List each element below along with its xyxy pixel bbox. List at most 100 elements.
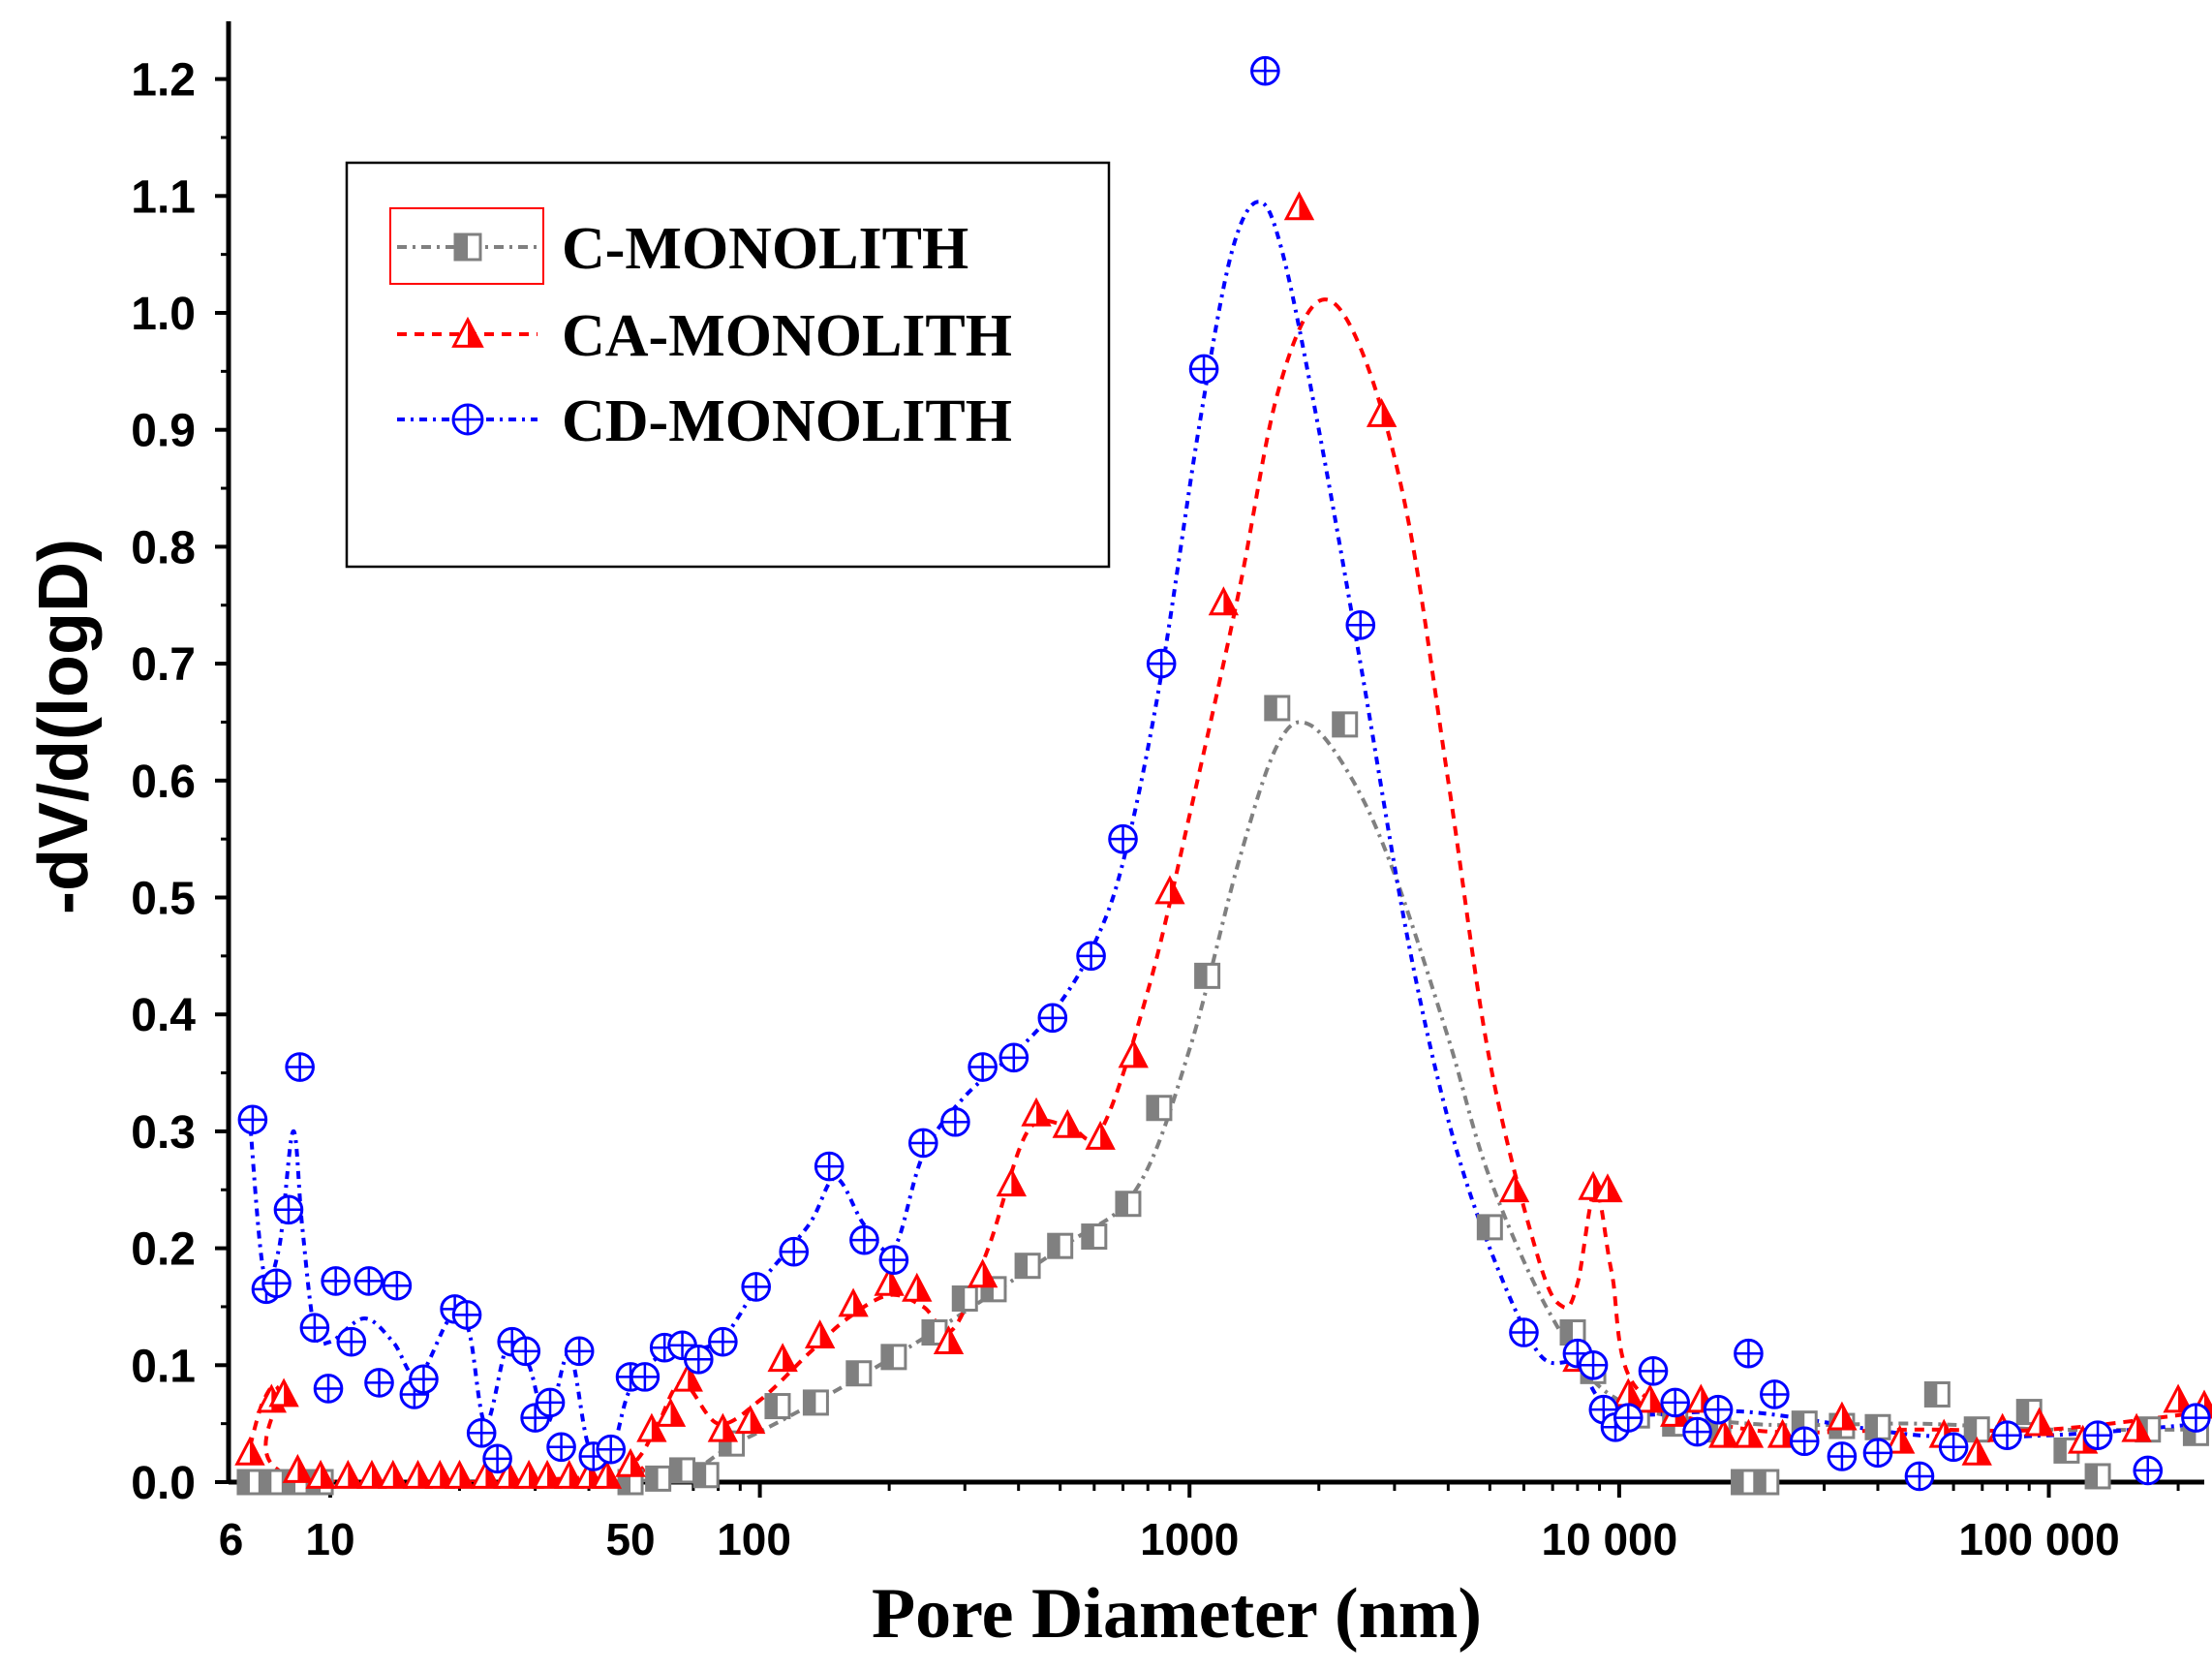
data-point bbox=[1864, 1413, 1891, 1440]
marker-fill bbox=[1169, 878, 1183, 903]
data-point bbox=[1703, 1394, 1734, 1425]
marker-fill bbox=[1865, 1415, 1878, 1439]
data-point bbox=[1509, 1317, 1539, 1347]
data-point bbox=[451, 316, 484, 348]
marker-fill bbox=[804, 1390, 816, 1414]
marker-fill bbox=[1899, 1427, 1913, 1453]
x-tick-label: 6 bbox=[219, 1514, 244, 1564]
marker-fill bbox=[249, 1439, 263, 1465]
data-point bbox=[273, 1194, 304, 1225]
data-point bbox=[1753, 1469, 1780, 1496]
legend-entry: C-MONOLITH bbox=[397, 216, 968, 282]
data-point bbox=[1264, 695, 1291, 722]
data-point bbox=[1154, 875, 1185, 905]
legend-entry: CD-MONOLITH bbox=[397, 388, 1012, 454]
data-point bbox=[2121, 1412, 2152, 1442]
data-point bbox=[1733, 1418, 1765, 1448]
data-point bbox=[493, 1459, 524, 1489]
marker-fill bbox=[529, 1463, 542, 1488]
marker-fill bbox=[722, 1415, 736, 1441]
data-point bbox=[596, 1434, 627, 1465]
data-point bbox=[1476, 1214, 1503, 1241]
marker-fill bbox=[1514, 1176, 1527, 1201]
data-point bbox=[236, 1469, 263, 1496]
data-point bbox=[1366, 397, 1398, 427]
data-point bbox=[1108, 823, 1138, 854]
data-point bbox=[234, 1436, 265, 1466]
data-point bbox=[1052, 1108, 1083, 1138]
data-point bbox=[741, 1272, 772, 1302]
data-point bbox=[1283, 191, 1315, 221]
data-point bbox=[1118, 1038, 1149, 1068]
data-point bbox=[672, 1362, 703, 1392]
data-point bbox=[1963, 1416, 1990, 1443]
data-point bbox=[282, 1453, 314, 1483]
data-point bbox=[1188, 354, 1219, 385]
data-point bbox=[1938, 1432, 1969, 1463]
x-axis-title: Pore Diameter (nm) bbox=[872, 1574, 1482, 1654]
data-point bbox=[364, 1368, 394, 1398]
series-c-monolith bbox=[236, 695, 2209, 1496]
data-point bbox=[554, 1459, 585, 1489]
data-point bbox=[655, 1397, 687, 1427]
x-tick-label: 1000 bbox=[1140, 1514, 1239, 1564]
marker-fill bbox=[953, 1286, 966, 1311]
data-point bbox=[814, 1151, 845, 1182]
data-point bbox=[424, 1459, 455, 1489]
data-point bbox=[564, 1336, 595, 1367]
data-point bbox=[1578, 1350, 1609, 1380]
marker-fill bbox=[1754, 1470, 1767, 1494]
marker-fill bbox=[1381, 401, 1395, 426]
y-tick-label: 0.7 bbox=[131, 639, 196, 691]
marker-fill bbox=[916, 1276, 930, 1301]
marker-fill bbox=[459, 1463, 473, 1488]
data-point bbox=[804, 1319, 836, 1349]
marker-fill bbox=[468, 320, 482, 347]
data-point bbox=[353, 1266, 384, 1296]
x-tick-label: 10 bbox=[305, 1514, 354, 1564]
data-point bbox=[2163, 1383, 2194, 1413]
marker-fill bbox=[1036, 1099, 1050, 1126]
data-point bbox=[1708, 1418, 1739, 1448]
marker-fill bbox=[1048, 1234, 1060, 1258]
marker-fill bbox=[922, 1320, 935, 1345]
data-point bbox=[1827, 1441, 1858, 1471]
data-point bbox=[845, 1360, 873, 1387]
data-point bbox=[1992, 1420, 2022, 1451]
data-point bbox=[1682, 1416, 1712, 1447]
marker-fill bbox=[1628, 1380, 1642, 1406]
marker-fill bbox=[2136, 1415, 2150, 1441]
marker-fill bbox=[846, 1361, 859, 1385]
x-tick-label: 100 000 bbox=[1958, 1514, 2119, 1564]
data-point bbox=[1734, 1338, 1764, 1369]
marker-fill bbox=[508, 1463, 522, 1488]
data-point bbox=[764, 1393, 791, 1420]
data-point bbox=[996, 1167, 1028, 1197]
data-point bbox=[378, 1459, 409, 1489]
data-point bbox=[1345, 609, 1376, 640]
marker-fill bbox=[284, 1380, 297, 1406]
data-point bbox=[510, 1336, 541, 1367]
marker-fill bbox=[1195, 964, 1208, 988]
marker-fill bbox=[1478, 1215, 1490, 1239]
marker-fill bbox=[1333, 712, 1345, 736]
data-point bbox=[453, 232, 482, 262]
data-point bbox=[513, 1459, 544, 1489]
data-point bbox=[1021, 1097, 1052, 1127]
data-point bbox=[838, 1287, 869, 1317]
marker-fill bbox=[1841, 1404, 1856, 1430]
data-point bbox=[402, 1459, 434, 1489]
data-point bbox=[2133, 1455, 2164, 1486]
data-point bbox=[313, 1374, 344, 1404]
data-point bbox=[2084, 1463, 2111, 1490]
x-ticks: 6 10 50 100 1000 10 000 100 000 bbox=[219, 1482, 2180, 1564]
x-tick-label: 100 bbox=[717, 1514, 791, 1564]
legend-label: CA-MONOLITH bbox=[562, 303, 1012, 369]
data-point bbox=[998, 1042, 1029, 1073]
y-ticks: 0.0 0.1 0.2 0.3 0.4 0.5 0.6 0.7 0.8 0.9 1.0 1.1 1.2 bbox=[131, 55, 229, 1509]
marker-fill bbox=[651, 1415, 665, 1441]
marker-fill bbox=[670, 1458, 683, 1482]
data-point bbox=[645, 1465, 672, 1492]
marker-fill bbox=[440, 1463, 453, 1488]
marker-fill bbox=[297, 1457, 311, 1482]
